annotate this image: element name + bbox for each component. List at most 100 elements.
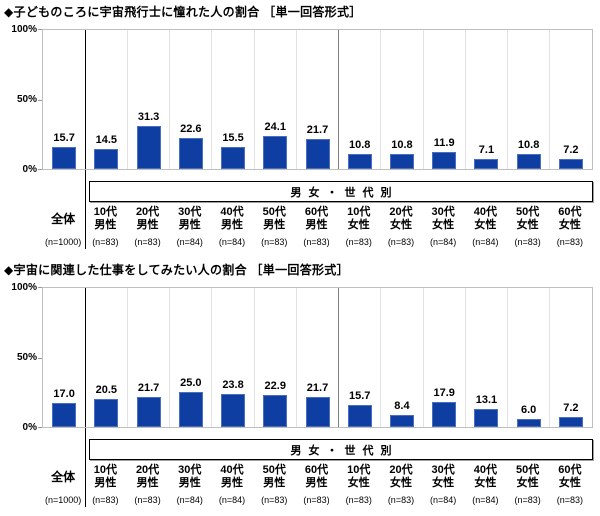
category-gridline <box>253 30 255 169</box>
value-label-60代女性: 7.2 <box>563 144 579 156</box>
n-label-10代男性: (n=83) <box>92 495 119 505</box>
category-gridline <box>211 30 213 169</box>
value-label-10代男性: 20.5 <box>95 383 118 396</box>
value-label-40代女性: 7.1 <box>478 144 495 157</box>
category-label-10代男性: 10代 男性 <box>93 206 117 231</box>
category-gridline <box>422 288 424 427</box>
bar-10代女性 <box>347 154 372 169</box>
n-label-30代男性: (n=84) <box>176 495 203 505</box>
n-label-10代女性: (n=83) <box>345 237 372 247</box>
bar-60代男性 <box>305 396 330 427</box>
category-gridline <box>464 288 466 427</box>
y-axis-tickmark-50 <box>38 358 43 359</box>
value-label-30代女性: 11.9 <box>433 137 455 150</box>
category-label-60代男性: 60代 男性 <box>304 206 329 231</box>
category-label-10代男性: 10代 男性 <box>93 464 117 489</box>
category-label-40代女性: 40代 女性 <box>473 464 498 489</box>
category-gridline <box>549 30 551 169</box>
n-label-30代男性: (n=84) <box>176 237 203 247</box>
category-label-30代女性: 30代 女性 <box>431 464 455 489</box>
chart-title: ◆子どものころに宇宙飛行士に憧れた人の割合 ［単一回答形式］ <box>4 5 362 19</box>
group-label: 男女・世代別 <box>290 444 399 457</box>
bar-20代女性 <box>389 415 414 427</box>
bar-60代男性 <box>305 138 330 169</box>
category-gridline <box>422 30 424 169</box>
category-gridline <box>380 288 382 427</box>
category-gridline <box>295 288 297 427</box>
value-label-30代女性: 17.9 <box>433 387 455 400</box>
n-label-20代女性: (n=83) <box>387 495 415 505</box>
total-divider-extension <box>84 428 86 507</box>
y-axis-tickmark-50 <box>38 100 43 101</box>
value-label-60代女性: 7.2 <box>563 402 579 414</box>
n-label-50代女性: (n=83) <box>514 495 541 505</box>
bar-50代女性 <box>516 154 541 169</box>
category-gridline <box>507 288 509 427</box>
category-gridline <box>295 30 297 169</box>
category-label-全体: 全体 <box>51 469 76 484</box>
group-label-box: 男女・世代別 <box>89 181 593 202</box>
bar-全体 <box>52 147 77 169</box>
n-label-全体: (n=1000) <box>44 495 82 505</box>
category-label-20代女性: 20代 女性 <box>389 206 413 231</box>
n-label-60代女性: (n=83) <box>556 495 584 505</box>
value-label-60代男性: 21.7 <box>306 381 329 394</box>
category-label-50代女性: 50代 女性 <box>516 206 540 231</box>
value-label-20代女性: 10.8 <box>391 139 413 151</box>
category-label-60代男性: 60代 男性 <box>304 464 329 489</box>
bar-10代男性 <box>94 398 119 427</box>
plot-area: 17.0 20.5 21.7 25.0 23.8 22.9 21.7 15.7 8.4 17.9 1… <box>42 287 593 428</box>
n-label-40代男性: (n=84) <box>218 237 246 247</box>
n-label-20代男性: (n=83) <box>134 237 161 247</box>
value-label-20代女性: 8.4 <box>394 400 410 413</box>
plot-area: 15.7 14.5 31.3 22.6 15.5 24.1 21.7 10.8 10.8 11.9… <box>42 29 593 170</box>
bar-50代男性 <box>263 395 288 427</box>
category-gridline <box>211 288 213 427</box>
category-label-60代女性: 60代 女性 <box>558 464 582 489</box>
y-axis-tick-label-100: 100% <box>11 282 37 293</box>
category-label-20代男性: 20代 男性 <box>135 464 160 489</box>
chart-title: ◆宇宙に関連した仕事をしてみたい人の割合 ［単一回答形式］ <box>4 263 349 277</box>
category-label-30代女性: 30代 女性 <box>431 206 455 231</box>
n-label-10代女性: (n=83) <box>345 495 372 505</box>
value-label-20代男性: 31.3 <box>137 110 160 123</box>
category-gridline <box>169 288 171 427</box>
category-label-10代女性: 10代 女性 <box>347 206 371 231</box>
y-axis-tick-label-100: 100% <box>11 24 37 35</box>
value-label-40代女性: 13.1 <box>475 393 498 406</box>
bar-20代女性 <box>389 154 414 169</box>
y-axis-tick-label-50: 50% <box>16 352 37 363</box>
value-label-全体: 15.7 <box>53 132 75 145</box>
n-label-50代男性: (n=83) <box>261 237 288 247</box>
bar-20代男性 <box>136 125 161 169</box>
total-separator-line <box>84 288 86 427</box>
category-label-20代女性: 20代 女性 <box>389 464 413 489</box>
n-label-40代男性: (n=84) <box>218 495 246 505</box>
category-label-30代男性: 30代 男性 <box>178 206 202 231</box>
category-gridline <box>253 288 255 427</box>
value-label-50代男性: 24.1 <box>264 120 286 133</box>
total-separator-line <box>84 30 86 169</box>
bar-40代男性 <box>221 147 246 169</box>
y-axis-tick-label-0: 0% <box>22 164 37 175</box>
chart-astronaut-admiration: ◆子どものころに宇宙飛行士に憧れた人の割合 ［単一回答形式］ 100% 50% … <box>4 5 593 249</box>
value-label-30代男性: 25.0 <box>180 377 202 390</box>
category-label-20代男性: 20代 男性 <box>135 206 160 231</box>
n-label-50代女性: (n=83) <box>514 237 541 247</box>
category-gridline <box>464 30 466 169</box>
bar-全体 <box>52 403 77 427</box>
group-label: 男女・世代別 <box>290 186 399 199</box>
n-label-20代女性: (n=83) <box>387 237 415 247</box>
value-label-10代女性: 10.8 <box>349 139 371 151</box>
category-gridline <box>507 30 509 169</box>
group-label-box: 男女・世代別 <box>89 439 593 460</box>
category-gridline <box>126 30 128 169</box>
y-axis-tick-label-50: 50% <box>16 94 37 105</box>
category-gridline <box>380 30 382 169</box>
n-label-20代男性: (n=83) <box>134 495 161 505</box>
y-axis-tickmark-100 <box>38 29 43 30</box>
bar-40代女性 <box>474 159 499 169</box>
y-axis-tickmark-100 <box>38 287 43 288</box>
category-gridline <box>169 30 171 169</box>
value-label-10代男性: 14.5 <box>95 133 118 146</box>
